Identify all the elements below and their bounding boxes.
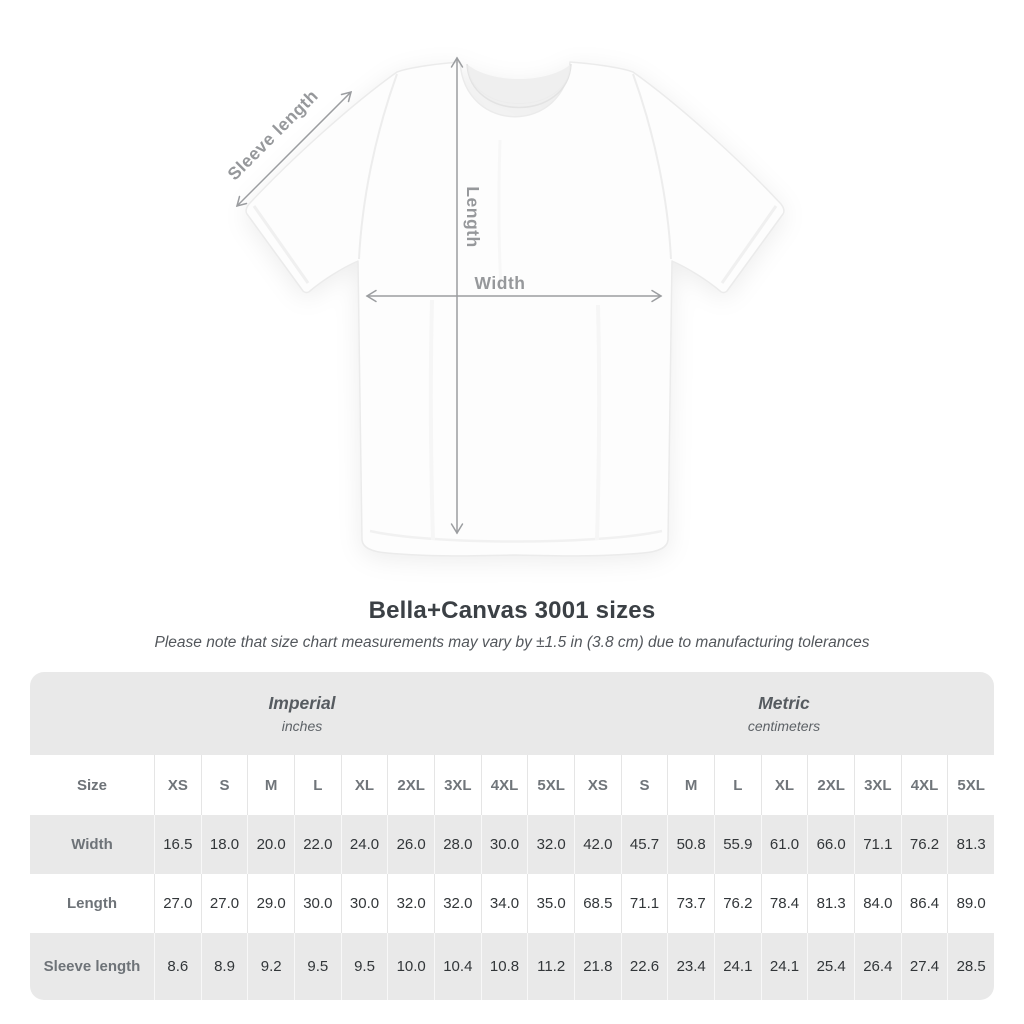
row-label-sleeve-length: Sleeve length <box>43 958 141 975</box>
sleeve-length-arrow <box>235 90 353 208</box>
size-col-header: L <box>714 755 761 815</box>
table-cell: 32.0 <box>434 874 481 933</box>
unit-title-imperial: Imperial <box>268 693 336 713</box>
table-cell: 86.4 <box>900 874 948 933</box>
size-col-header: 2XL <box>807 755 854 815</box>
table-cell: 81.3 <box>807 874 854 933</box>
tolerance-note: Please note that size chart measurements… <box>154 634 870 651</box>
size-col-header: XS <box>574 755 621 815</box>
title-block: Bella+Canvas 3001 sizes Please note that… <box>0 597 1024 652</box>
table-cell: 81.3 <box>947 815 994 874</box>
table-cell: 45.7 <box>620 815 668 874</box>
table-cell: 10.8 <box>480 933 528 1000</box>
table-cell: 50.8 <box>667 815 714 874</box>
row-label-length: Length <box>67 895 117 912</box>
table-cell: 42.0 <box>574 815 621 874</box>
table-cell: 8.9 <box>200 933 248 1000</box>
size-header-row: Size XS S M L XL 2XL 3XL 4XL 5XL XS S M … <box>30 755 994 815</box>
table-cell: 23.4 <box>667 933 714 1000</box>
table-cell: 84.0 <box>854 874 901 933</box>
page-title: Bella+Canvas 3001 sizes <box>368 597 656 624</box>
size-col-header: S <box>620 755 668 815</box>
corner-label-size: Size <box>76 776 107 794</box>
collar-inner-shadow <box>467 64 571 108</box>
table-cell: 30.0 <box>340 874 388 933</box>
size-col-header: 4XL <box>480 755 528 815</box>
table-cell: 61.0 <box>760 815 808 874</box>
size-col-header: 5XL <box>947 755 994 815</box>
table-cell: 10.0 <box>387 933 434 1000</box>
size-col-header: L <box>294 755 341 815</box>
size-col-header: S <box>200 755 248 815</box>
table-cell: 28.0 <box>434 815 481 874</box>
size-col-header: 4XL <box>900 755 948 815</box>
table-cell: 73.7 <box>667 874 714 933</box>
table-cell: 34.0 <box>480 874 528 933</box>
unit-header-imperial: Imperial inches <box>30 672 574 755</box>
size-col-header: 2XL <box>387 755 434 815</box>
table-cell: 71.1 <box>854 815 901 874</box>
table-cell: 9.5 <box>294 933 341 1000</box>
size-col-header: M <box>667 755 714 815</box>
table-cell: 9.2 <box>247 933 294 1000</box>
size-col-header: XL <box>340 755 388 815</box>
table-cell: 78.4 <box>760 874 808 933</box>
table-cell: 71.1 <box>620 874 668 933</box>
table-cell: 10.4 <box>434 933 481 1000</box>
table-cell: 66.0 <box>807 815 854 874</box>
table-cell: 30.0 <box>294 874 341 933</box>
table-cell: 24.0 <box>340 815 388 874</box>
row-label-width: Width <box>71 836 113 853</box>
table-cell: 30.0 <box>480 815 528 874</box>
length-label: Length <box>463 186 483 247</box>
table-cell: 29.0 <box>247 874 294 933</box>
table-cell: 16.5 <box>154 815 201 874</box>
table-cell: 68.5 <box>574 874 621 933</box>
table-cell: 26.4 <box>854 933 901 1000</box>
size-table: Imperial inches Metric centimeters Size … <box>30 672 994 1000</box>
table-cell: 8.6 <box>154 933 201 1000</box>
width-arrow <box>365 289 663 303</box>
table-cell: 89.0 <box>947 874 994 933</box>
size-col-header: XS <box>154 755 201 815</box>
unit-header-metric: Metric centimeters <box>574 672 994 755</box>
unit-title-metric: Metric <box>758 693 810 713</box>
table-cell: 27.0 <box>200 874 248 933</box>
table-cell: 32.0 <box>527 815 574 874</box>
table-cell: 35.0 <box>527 874 574 933</box>
table-cell: 28.5 <box>947 933 994 1000</box>
table-cell: 9.5 <box>340 933 388 1000</box>
size-col-header: M <box>247 755 294 815</box>
tshirt-measurement-diagram: Sleeve length Length Width <box>223 56 785 557</box>
table-cell: 24.1 <box>760 933 808 1000</box>
tshirt-illustration <box>245 61 785 557</box>
table-cell: 21.8 <box>574 933 621 1000</box>
table-cell: 22.6 <box>620 933 668 1000</box>
unit-subtitle-inches: inches <box>281 718 323 734</box>
unit-header-row: Imperial inches Metric centimeters <box>30 672 994 755</box>
table-cell: 55.9 <box>714 815 761 874</box>
width-label: Width <box>475 273 526 293</box>
size-col-header: 3XL <box>434 755 481 815</box>
table-cell: 25.4 <box>807 933 854 1000</box>
table-cell: 76.2 <box>900 815 948 874</box>
table-cell: 11.2 <box>527 933 574 1000</box>
table-cell: 22.0 <box>294 815 341 874</box>
unit-subtitle-centimeters: centimeters <box>747 718 821 734</box>
size-col-header: 3XL <box>854 755 901 815</box>
table-row-length: Length 27.0 27.0 29.0 30.0 30.0 32.0 32.… <box>30 874 994 933</box>
table-cell: 24.1 <box>714 933 761 1000</box>
table-cell: 27.0 <box>154 874 201 933</box>
table-row-sleeve-length: Sleeve length 8.6 8.9 9.2 9.5 9.5 10.0 1… <box>30 933 994 1000</box>
table-cell: 20.0 <box>247 815 294 874</box>
table-row-width: Width 16.5 18.0 20.0 22.0 24.0 26.0 28.0… <box>30 815 994 874</box>
table-cell: 26.0 <box>387 815 434 874</box>
table-cell: 76.2 <box>714 874 761 933</box>
table-cell: 32.0 <box>387 874 434 933</box>
table-cell: 18.0 <box>200 815 248 874</box>
size-col-header: 5XL <box>527 755 574 815</box>
table-cell: 27.4 <box>900 933 948 1000</box>
size-col-header: XL <box>760 755 808 815</box>
